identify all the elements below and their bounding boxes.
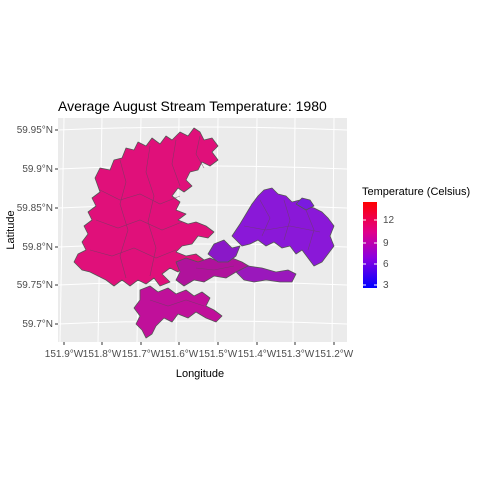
central-south-polygon [133, 285, 223, 339]
legend-tick-label: 9 [383, 238, 389, 249]
x-tick-label: 151.8°W [83, 349, 122, 360]
x-tick-label: 151.7°W [122, 349, 161, 360]
y-axis: 59.95°N 59.9°N 59.85°N 59.8°N 59.75°N 59… [5, 125, 58, 330]
legend-title: Temperature (Celsius) [362, 186, 470, 198]
x-tick-label: 151.2°W [315, 349, 354, 360]
east-arm-polygon [235, 265, 297, 283]
legend-tick-label: 3 [383, 280, 389, 291]
x-axis: 151.9°W 151.8°W 151.7°W 151.6°W 151.5°W … [45, 342, 354, 380]
x-axis-label: Longitude [176, 368, 224, 380]
x-tick-label: 151.5°W [199, 349, 238, 360]
x-tick-label: 151.6°W [160, 349, 199, 360]
legend: Temperature (Celsius) 12 9 6 3 [362, 186, 470, 291]
y-tick-label: 59.7°N [22, 319, 53, 330]
x-tick-label: 151.3°W [276, 349, 315, 360]
legend-tick-label: 12 [383, 215, 395, 226]
legend-colorbar [363, 202, 377, 288]
y-tick-label: 59.8°N [22, 242, 53, 253]
x-tick-label: 151.9°W [45, 349, 84, 360]
x-tick-label: 151.4°W [238, 349, 277, 360]
west-basin-polygon [73, 127, 219, 287]
y-tick-label: 59.85°N [17, 203, 53, 214]
y-tick-label: 59.9°N [22, 164, 53, 175]
subcatchment-lines [89, 135, 321, 307]
central-lobe-polygon [207, 239, 241, 263]
y-axis-label: Latitude [5, 210, 17, 249]
northeast-patch-polygon [295, 197, 315, 211]
y-tick-label: 59.95°N [17, 125, 53, 136]
map-title: Average August Stream Temperature: 1980 [58, 98, 327, 114]
y-tick-label: 59.75°N [17, 280, 53, 291]
legend-tick-label: 6 [383, 259, 389, 270]
